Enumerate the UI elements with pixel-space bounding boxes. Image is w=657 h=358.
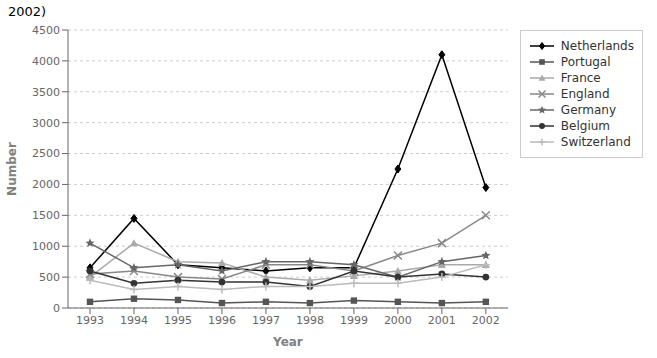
html-text:England: England (560, 87, 610, 101)
svg-text:1000: 1000 (32, 240, 60, 253)
svg-text:1999: 1999 (340, 314, 368, 327)
html-text:Belgium: Belgium (560, 119, 610, 133)
svg-text:2000: 2000 (384, 314, 412, 327)
html-text:Germany: Germany (560, 103, 616, 117)
html-text:France: France (560, 71, 601, 85)
html-text:Portugal: Portugal (560, 55, 611, 69)
svg-text:2001: 2001 (428, 314, 456, 327)
svg-text:2500: 2500 (32, 147, 60, 160)
html-text:Netherlands: Netherlands (560, 39, 634, 53)
svg-text:Number: Number (8, 142, 19, 196)
svg-text:1998: 1998 (296, 314, 324, 327)
svg-text:3000: 3000 (32, 117, 60, 130)
svg-text:4000: 4000 (32, 55, 60, 68)
html-text:2002): 2002) (8, 4, 47, 19)
svg-text:1996: 1996 (208, 314, 236, 327)
html-text:Switzerland: Switzerland (560, 135, 631, 149)
svg-text:0: 0 (53, 302, 60, 315)
svg-text:1500: 1500 (32, 209, 60, 222)
svg-text:500: 500 (39, 271, 60, 284)
svg-text:1997: 1997 (252, 314, 280, 327)
svg-text:1993: 1993 (76, 314, 104, 327)
svg-text:2000: 2000 (32, 178, 60, 191)
svg-text:1995: 1995 (164, 314, 192, 327)
svg-text:1994: 1994 (120, 314, 148, 327)
svg-text:3500: 3500 (32, 86, 60, 99)
svg-text:2002: 2002 (472, 314, 500, 327)
svg-text:Year: Year (272, 335, 303, 349)
svg-text:4500: 4500 (32, 24, 60, 37)
